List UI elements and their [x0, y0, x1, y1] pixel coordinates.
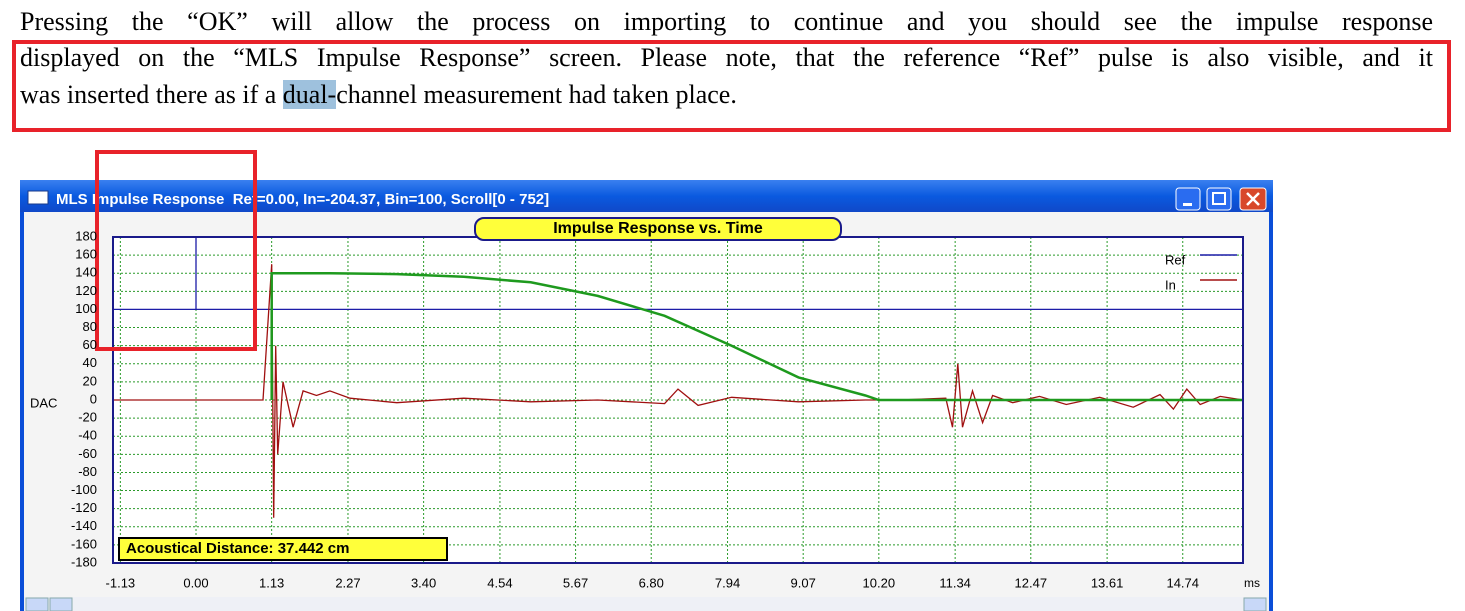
y-tick-label: -40 [78, 428, 97, 443]
y-tick-label: 160 [75, 247, 97, 262]
highlighted-text: dual- [282, 80, 337, 109]
x-tick-label: 12.47 [1015, 575, 1048, 590]
x-tick-label: 7.94 [715, 575, 740, 590]
x-tick-label: 0.00 [183, 575, 208, 590]
x-tick-label: 5.67 [563, 575, 588, 590]
x-tick-label: 10.20 [863, 575, 896, 590]
legend-label: Ref [1165, 252, 1186, 267]
y-tick-label: -120 [71, 500, 97, 515]
window-title: MLS Impulse Response Ref=0.00, In=-204.3… [56, 191, 549, 208]
scroll-left-button[interactable] [25, 597, 49, 611]
minimize-button[interactable] [1175, 187, 1201, 211]
y-tick-label: -20 [78, 410, 97, 425]
x-tick-label: 9.07 [791, 575, 816, 590]
y-tick-label: -60 [78, 446, 97, 461]
text: was inserted there as if a [20, 80, 283, 109]
x-tick-label: 1.13 [259, 575, 284, 590]
x-tick-label: 3.40 [411, 575, 436, 590]
icon [1212, 192, 1226, 205]
paragraph-line: displayed on the “MLS Impulse Response” … [20, 43, 1433, 72]
text: channel measurement had taken place. [336, 80, 737, 109]
y-tick-label: 140 [75, 265, 97, 280]
y-tick-label: -140 [71, 518, 97, 533]
icon [1246, 192, 1260, 206]
x-tick-label: 6.80 [639, 575, 664, 590]
x-axis-unit: ms [1244, 576, 1260, 590]
x-tick-label: -1.13 [106, 575, 136, 590]
y-tick-label: 40 [83, 355, 97, 370]
scrollbar[interactable] [24, 597, 1269, 611]
series-line [270, 271, 1243, 402]
x-tick-label: 11.34 [939, 575, 971, 590]
title-bar [20, 180, 1273, 212]
chart-title-box [474, 217, 842, 241]
annotation: Acoustical Distance: 37.442 cm [126, 540, 349, 557]
y-tick-label: -180 [71, 554, 97, 569]
y-tick-label: -160 [71, 536, 97, 551]
y-tick-label: -100 [71, 482, 97, 497]
highlight-box [95, 150, 257, 351]
scroll-right-button[interactable] [1243, 597, 1267, 611]
y-tick-label: 80 [83, 319, 97, 334]
x-tick-label: 14.74 [1166, 575, 1199, 590]
paragraph-line: was inserted there as if a dual-channel … [20, 77, 1433, 113]
x-tick-label: 2.27 [335, 575, 360, 590]
y-tick-label: 60 [83, 337, 97, 352]
paragraph-line: Pressing the “OK” will allow the process… [20, 7, 1433, 36]
highlight-box [12, 40, 1451, 132]
series-line [113, 237, 1243, 311]
scroll-thumb[interactable] [49, 597, 73, 611]
y-tick-label: -80 [78, 464, 97, 479]
x-tick-label: 13.61 [1091, 575, 1124, 590]
annotation-box [118, 537, 448, 561]
y-tick-label: 180 [75, 228, 97, 243]
legend-label: In [1165, 277, 1176, 292]
y-tick-label: 20 [83, 373, 97, 388]
y-tick-label: 120 [75, 283, 97, 298]
y-tick-label: 0 [90, 391, 97, 406]
chart-title: Impulse Response vs. Time [553, 220, 763, 237]
y-axis-label: DAC [30, 395, 57, 410]
maximize-button[interactable] [1206, 187, 1232, 211]
window-icon [27, 190, 49, 205]
y-tick-label: 100 [75, 301, 97, 316]
x-tick-label: 4.54 [487, 575, 512, 590]
icon [1183, 203, 1192, 206]
